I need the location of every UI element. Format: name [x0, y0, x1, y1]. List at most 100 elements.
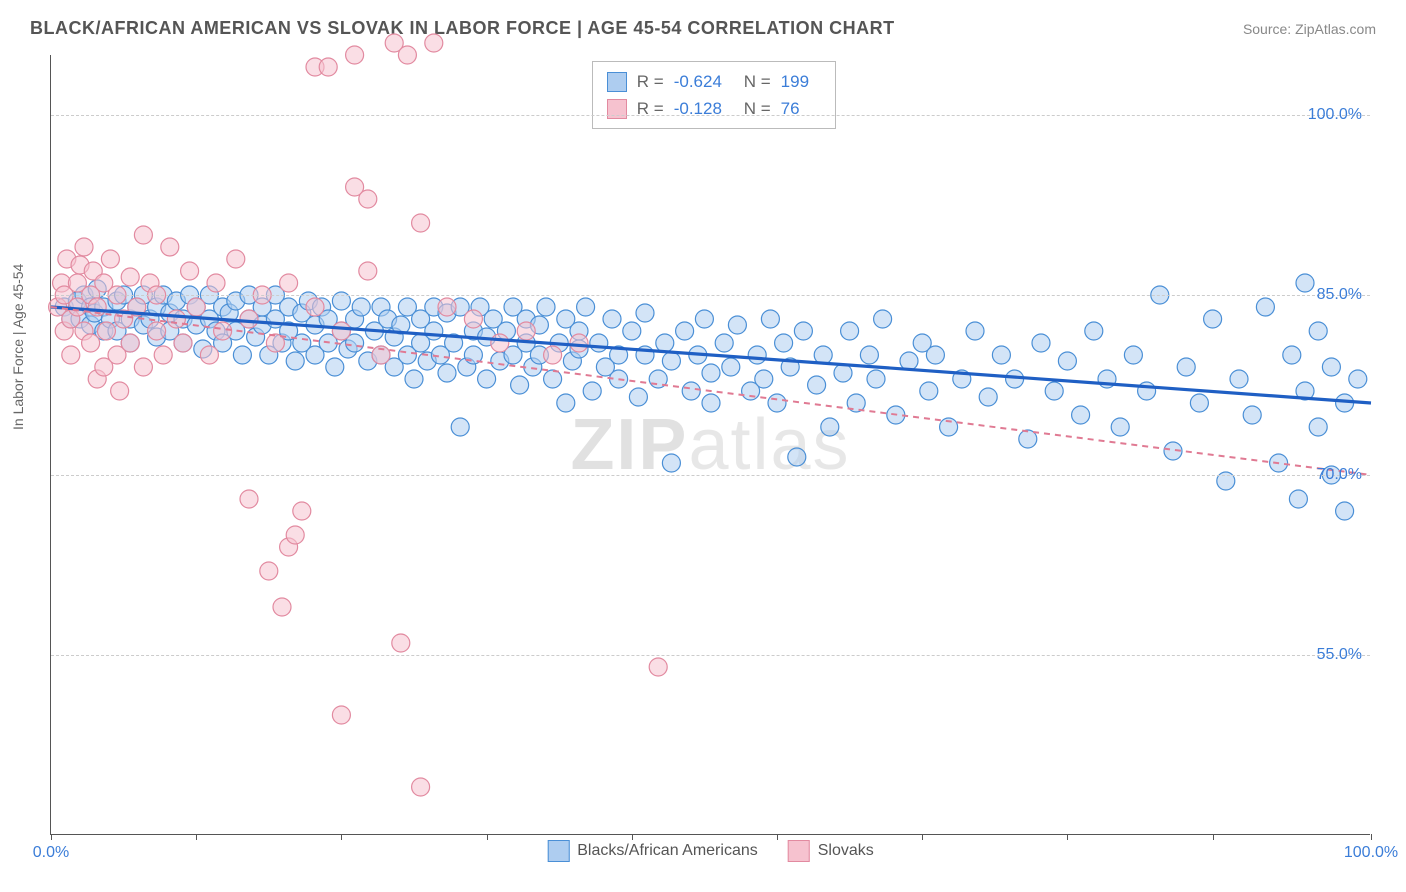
- scatter-point: [62, 346, 80, 364]
- scatter-point: [662, 352, 680, 370]
- scatter-point: [352, 298, 370, 316]
- scatter-point: [412, 778, 430, 796]
- scatter-point: [623, 322, 641, 340]
- scatter-point: [590, 334, 608, 352]
- scatter-point: [1349, 370, 1367, 388]
- gridline-h: [51, 295, 1370, 296]
- scatter-point: [900, 352, 918, 370]
- scatter-point: [326, 358, 344, 376]
- gridline-h: [51, 475, 1370, 476]
- scatter-point: [860, 346, 878, 364]
- scatter-point: [227, 250, 245, 268]
- scatter-point: [682, 382, 700, 400]
- scatter-point: [75, 238, 93, 256]
- scatter-point: [755, 370, 773, 388]
- scatter-point: [286, 526, 304, 544]
- scatter-point: [359, 262, 377, 280]
- scatter-point: [662, 454, 680, 472]
- scatter-point: [966, 322, 984, 340]
- x-tick-label: 100.0%: [1344, 844, 1398, 862]
- scatter-point: [181, 262, 199, 280]
- scatter-point: [359, 190, 377, 208]
- chart-plot-area: ZIPatlas R =-0.624N =199R =-0.128N =76 B…: [50, 55, 1370, 835]
- stats-row: R =-0.624N =199: [607, 68, 821, 95]
- stats-row: R =-0.128N =76: [607, 95, 821, 122]
- scatter-point: [992, 346, 1010, 364]
- scatter-point: [273, 598, 291, 616]
- scatter-point: [979, 388, 997, 406]
- scatter-point: [1289, 490, 1307, 508]
- scatter-point: [346, 46, 364, 64]
- scatter-point: [200, 346, 218, 364]
- scatter-point: [1283, 346, 1301, 364]
- x-tick: [196, 834, 197, 840]
- x-tick: [1371, 834, 1372, 840]
- scatter-point: [1177, 358, 1195, 376]
- scatter-point: [491, 334, 509, 352]
- x-tick: [1213, 834, 1214, 840]
- scatter-point: [412, 214, 430, 232]
- y-axis-label: In Labor Force | Age 45-54: [10, 264, 26, 430]
- y-tick-label: 85.0%: [1317, 286, 1362, 304]
- scatter-point: [319, 58, 337, 76]
- scatter-point: [821, 418, 839, 436]
- scatter-point: [240, 310, 258, 328]
- stat-r-label: R =: [637, 95, 664, 122]
- legend-swatch: [607, 72, 627, 92]
- scatter-point: [332, 322, 350, 340]
- scatter-point: [111, 382, 129, 400]
- scatter-point: [438, 364, 456, 382]
- scatter-point: [1045, 382, 1063, 400]
- scatter-point: [286, 352, 304, 370]
- scatter-point: [544, 346, 562, 364]
- scatter-point: [577, 298, 595, 316]
- scatter-point: [148, 322, 166, 340]
- scatter-point: [544, 370, 562, 388]
- scatter-point: [867, 370, 885, 388]
- scatter-point: [1032, 334, 1050, 352]
- scatter-point: [121, 268, 139, 286]
- scatter-point: [1336, 502, 1354, 520]
- scatter-point: [794, 322, 812, 340]
- scatter-point: [1243, 406, 1261, 424]
- scatter-point: [728, 316, 746, 334]
- scatter-point: [1309, 418, 1327, 436]
- scatter-point: [1256, 298, 1274, 316]
- scatter-point: [405, 370, 423, 388]
- scatter-point: [656, 334, 674, 352]
- scatter-point: [649, 658, 667, 676]
- scatter-point: [214, 322, 232, 340]
- scatter-point: [603, 310, 621, 328]
- scatter-point: [1230, 370, 1248, 388]
- stat-r-label: R =: [637, 68, 664, 95]
- y-tick-label: 100.0%: [1308, 106, 1362, 124]
- scatter-point: [478, 370, 496, 388]
- scatter-point: [306, 298, 324, 316]
- chart-title: BLACK/AFRICAN AMERICAN VS SLOVAK IN LABO…: [30, 18, 895, 39]
- scatter-point: [425, 34, 443, 52]
- y-tick-label: 70.0%: [1317, 466, 1362, 484]
- gridline-h: [51, 115, 1370, 116]
- scatter-point: [1322, 358, 1340, 376]
- scatter-point: [715, 334, 733, 352]
- scatter-point: [1124, 346, 1142, 364]
- scatter-point: [920, 382, 938, 400]
- scatter-point: [161, 238, 179, 256]
- scatter-point: [775, 334, 793, 352]
- scatter-point: [464, 310, 482, 328]
- scatter-point: [722, 358, 740, 376]
- scatter-point: [636, 304, 654, 322]
- x-tick: [922, 834, 923, 840]
- x-tick: [632, 834, 633, 840]
- gridline-h: [51, 655, 1370, 656]
- scatter-point: [207, 274, 225, 292]
- x-tick: [777, 834, 778, 840]
- scatter-point: [808, 376, 826, 394]
- x-tick: [51, 834, 52, 840]
- scatter-point: [293, 502, 311, 520]
- scatter-point: [834, 364, 852, 382]
- x-tick: [487, 834, 488, 840]
- scatter-point: [1204, 310, 1222, 328]
- y-tick-label: 55.0%: [1317, 646, 1362, 664]
- scatter-point: [1072, 406, 1090, 424]
